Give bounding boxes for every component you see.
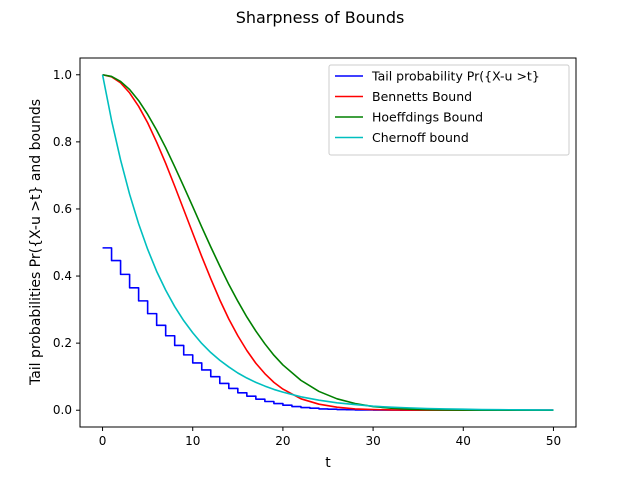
x-tick-label: 20 (275, 434, 290, 448)
legend-label-2: Bennetts Bound (372, 89, 472, 104)
chart-title: Sharpness of Bounds (236, 8, 405, 27)
legend: Tail probability Pr({X-u >t} Bennetts Bou… (328, 64, 570, 156)
series-line-3 (102, 73, 554, 412)
plot-frame (79, 57, 577, 428)
x-tick-label: 0 (99, 434, 107, 448)
y-tick-label: 1.0 (53, 68, 72, 82)
legend-box (328, 64, 570, 156)
legend-label-3: Hoeffdings Bound (372, 110, 483, 125)
y-tick-label: 0.4 (53, 269, 72, 283)
x-tick-label: 50 (546, 434, 561, 448)
y-tick-label: 0.2 (53, 336, 72, 350)
x-axis-ticks: 0 10 20 30 40 50 (99, 427, 561, 448)
series-line-4 (101, 74, 554, 411)
series-line-1 (102, 247, 554, 412)
y-tick-label: 0.6 (53, 202, 72, 216)
x-tick-label: 10 (185, 434, 200, 448)
legend-label-1: Tail probability Pr({X-u >t} (371, 69, 540, 84)
y-tick-label: 0.0 (53, 403, 72, 417)
x-tick-label: 30 (365, 434, 380, 448)
series-lines (101, 73, 554, 412)
x-axis-label: t (325, 455, 331, 471)
y-axis-label: Tail probabilities Pr({X-u >t} and bound… (28, 99, 44, 386)
y-tick-label: 0.8 (53, 135, 72, 149)
x-tick-label: 40 (456, 434, 471, 448)
y-axis-ticks: 0.0 0.2 0.4 0.6 0.8 1.0 (53, 68, 80, 417)
legend-label-4: Chernoff bound (372, 130, 469, 145)
